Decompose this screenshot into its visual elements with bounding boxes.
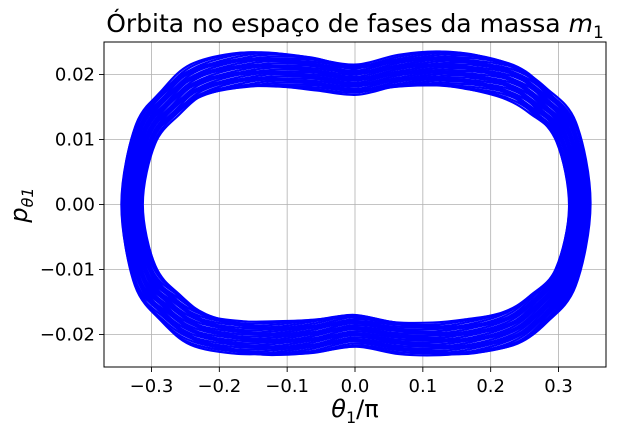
x-tick-label: 0.0 bbox=[341, 376, 370, 397]
y-axis-ticks: −0.02 −0.01 0.00 0.01 0.02 bbox=[40, 65, 104, 346]
y-tick-label: 0.00 bbox=[55, 195, 95, 216]
y-tick-label: −0.02 bbox=[40, 325, 95, 346]
chart-title: Órbita no espaço de fases da massa m1 bbox=[106, 8, 604, 43]
title-symbol-subscript: 1 bbox=[593, 23, 604, 43]
orbit-trajectory-line bbox=[121, 50, 592, 357]
x-tick-label: −0.2 bbox=[197, 376, 241, 397]
x-axis-ticks: −0.3 −0.2 −0.1 0.0 0.1 0.2 0.3 bbox=[130, 367, 573, 397]
y-tick-label: 0.02 bbox=[55, 65, 95, 86]
y-axis-label: pθ1 bbox=[5, 187, 37, 223]
x-tick-label: −0.3 bbox=[130, 376, 174, 397]
x-tick-label: −0.1 bbox=[265, 376, 309, 397]
y-tick-label: 0.01 bbox=[55, 130, 95, 151]
x-axis-label: θ1/π bbox=[331, 395, 378, 427]
title-symbol: m bbox=[569, 9, 593, 38]
x-tick-label: 0.1 bbox=[409, 376, 438, 397]
x-tick-label: 0.2 bbox=[476, 376, 505, 397]
x-tick-label: 0.3 bbox=[544, 376, 573, 397]
y-tick-label: −0.01 bbox=[40, 260, 95, 281]
orbit-band bbox=[120, 50, 592, 357]
